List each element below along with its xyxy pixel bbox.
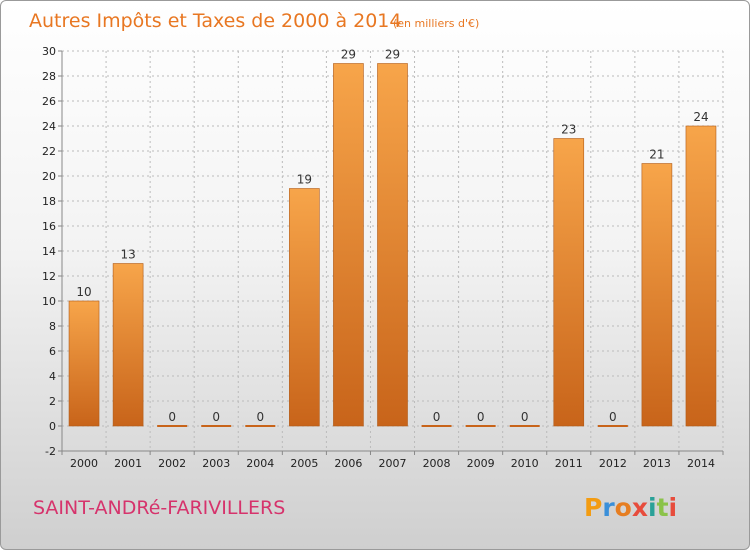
- bar-2008: [421, 425, 452, 427]
- data-label: 0: [477, 410, 485, 424]
- x-tick-label: 2014: [687, 457, 715, 470]
- data-label: 0: [212, 410, 220, 424]
- logo-letter: P: [584, 493, 602, 522]
- data-label: 29: [341, 48, 356, 62]
- proxiti-logo: Proxiti: [584, 493, 677, 522]
- bar-2004: [245, 425, 276, 427]
- x-tick-label: 2012: [599, 457, 627, 470]
- bar-2000: [68, 300, 100, 427]
- y-tick-label: 8: [49, 320, 56, 333]
- x-tick-label: 2008: [423, 457, 451, 470]
- y-tick-label: 30: [42, 45, 56, 58]
- data-label: 10: [76, 285, 91, 299]
- data-label: 21: [649, 148, 664, 162]
- data-label: 19: [297, 173, 312, 187]
- bar-2009: [465, 425, 496, 427]
- bar-2005: [289, 188, 320, 427]
- y-tick-label: 6: [49, 345, 56, 358]
- x-tick-label: 2000: [70, 457, 98, 470]
- bar-2001: [112, 263, 144, 427]
- bar-2003: [201, 425, 232, 427]
- y-tick-label: 20: [42, 170, 56, 183]
- y-tick-label: 24: [42, 120, 56, 133]
- x-tick-label: 2011: [555, 457, 583, 470]
- logo-letter: t: [657, 493, 669, 522]
- logo-letter: r: [602, 493, 615, 522]
- chart-subtitle: (en milliers d'€): [393, 17, 479, 30]
- x-tick-label: 2013: [643, 457, 671, 470]
- y-tick-label: 16: [42, 220, 56, 233]
- axes: [58, 50, 724, 455]
- x-tick-label: 2009: [467, 457, 495, 470]
- x-tick-label: 2010: [511, 457, 539, 470]
- y-tick-label: 4: [49, 370, 56, 383]
- data-label: 0: [433, 410, 441, 424]
- x-tick-label: 2002: [158, 457, 186, 470]
- bar-2002: [157, 425, 188, 427]
- data-label: 24: [693, 110, 708, 124]
- bars: [68, 63, 717, 427]
- y-tick-label: 22: [42, 145, 56, 158]
- bar-2010: [509, 425, 540, 427]
- y-tick-label: 14: [42, 245, 56, 258]
- x-tick-label: 2004: [246, 457, 274, 470]
- y-tick-label: 12: [42, 270, 56, 283]
- data-label: 23: [561, 123, 576, 137]
- logo-letter: o: [615, 493, 632, 522]
- y-tick-label: -2: [45, 445, 56, 458]
- y-tick-label: 26: [42, 95, 56, 108]
- x-tick-label: 2001: [114, 457, 142, 470]
- data-label: 13: [120, 248, 135, 262]
- y-tick-label: 18: [42, 195, 56, 208]
- data-label: 0: [256, 410, 264, 424]
- commune-name: SAINT-ANDRé-FARIVILLERS: [33, 497, 285, 519]
- data-label: 0: [609, 410, 617, 424]
- bar-2014: [685, 125, 717, 427]
- logo-letter: i: [669, 493, 678, 522]
- data-label: 0: [168, 410, 176, 424]
- bar-2013: [641, 163, 673, 427]
- y-tick-label: 0: [49, 420, 56, 433]
- x-tick-label: 2005: [290, 457, 318, 470]
- x-tick-label: 2006: [334, 457, 362, 470]
- bar-2006: [333, 63, 364, 427]
- labels: -202468101214161820222426283010200013200…: [42, 45, 715, 470]
- y-tick-label: 2: [49, 395, 56, 408]
- y-tick-label: 10: [42, 295, 56, 308]
- bar-2012: [597, 425, 628, 427]
- bar-2011: [553, 138, 585, 427]
- x-tick-label: 2003: [202, 457, 230, 470]
- data-label: 0: [521, 410, 529, 424]
- chart-title: Autres Impôts et Taxes de 2000 à 2014: [29, 10, 402, 32]
- x-tick-label: 2007: [379, 457, 407, 470]
- logo-letter: i: [648, 493, 657, 522]
- y-tick-label: 28: [42, 70, 56, 83]
- logo-letter: x: [632, 493, 648, 522]
- bar-2007: [377, 63, 408, 427]
- data-label: 29: [385, 48, 400, 62]
